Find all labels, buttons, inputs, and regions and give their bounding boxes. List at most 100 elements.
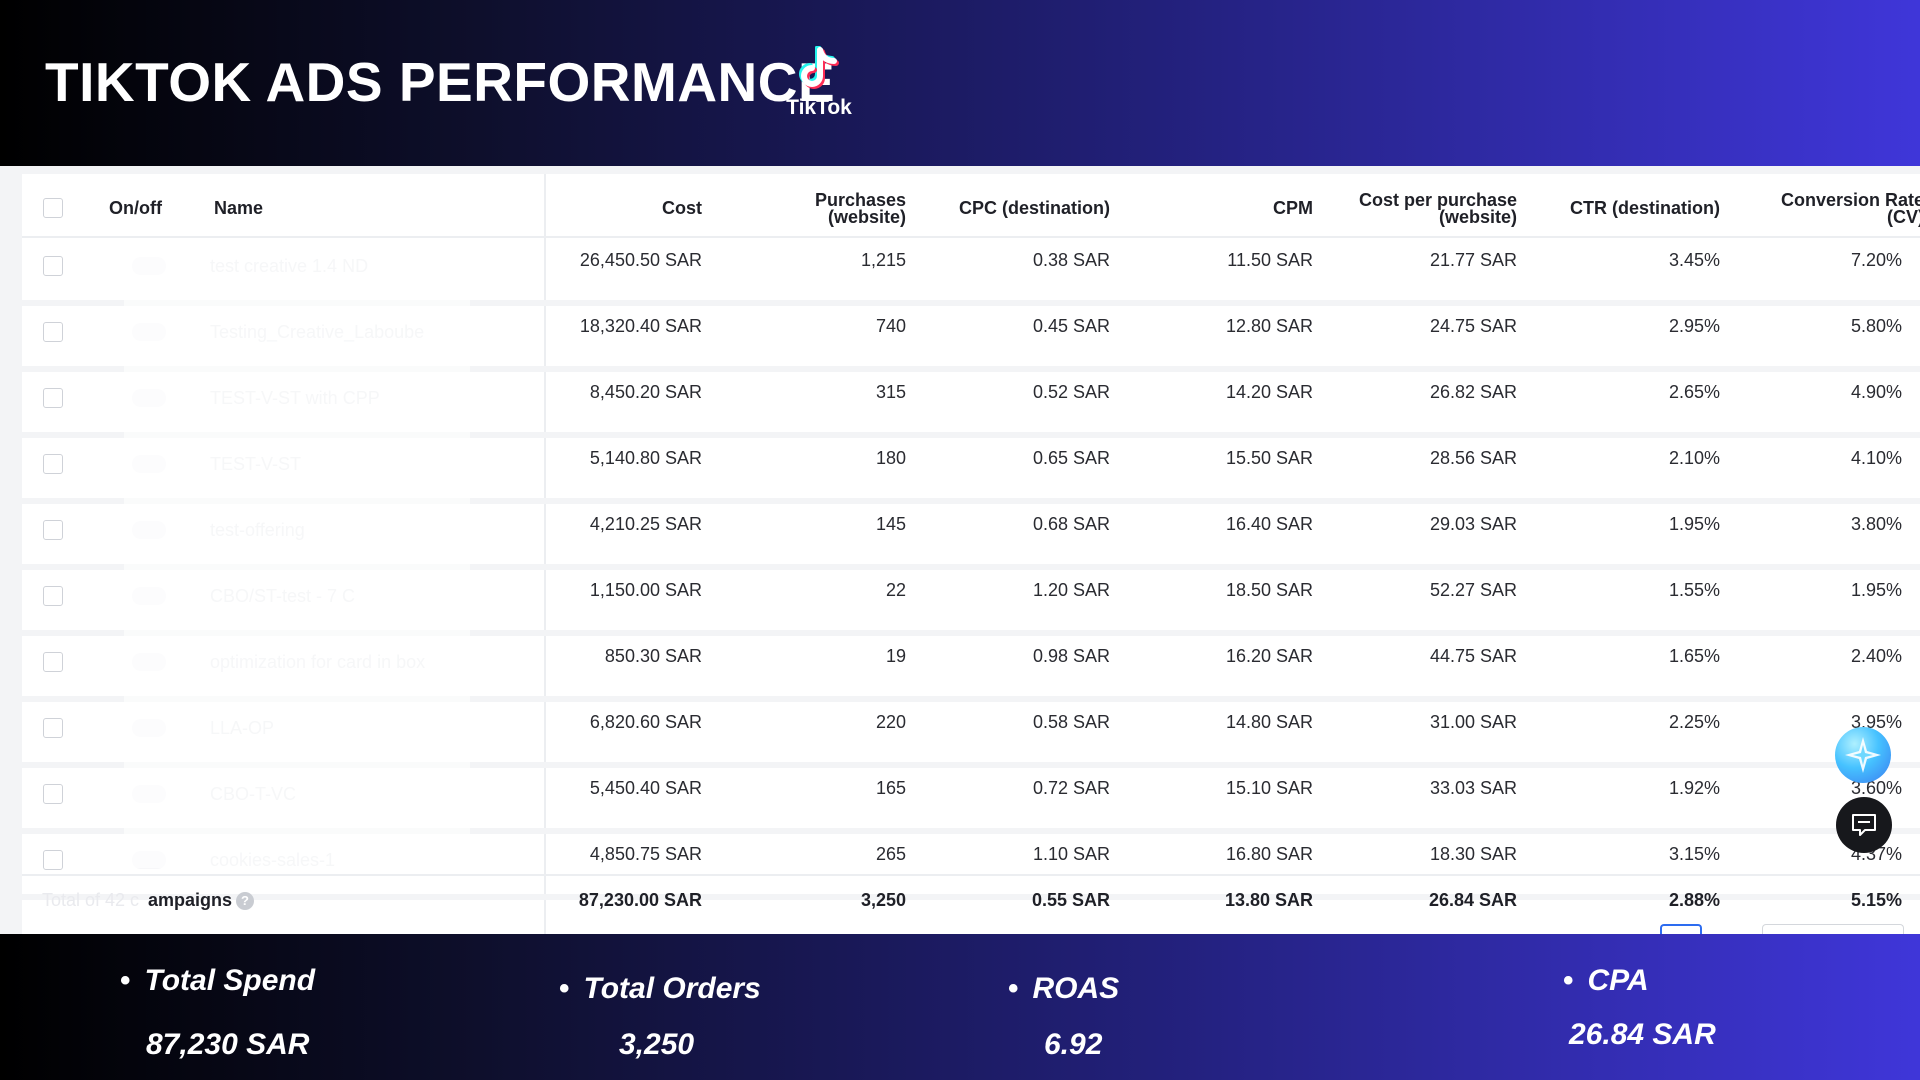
row-ctr: 1.65% [1668,646,1720,666]
row-cpp: 18.30 SAR [1429,844,1517,864]
row-cost: 18,320.40 SAR [579,316,702,336]
col-header-purchases[interactable]: Purchases (website) [814,190,906,227]
row-divider [22,498,1920,504]
row-divider [22,366,1920,372]
pagination-current-page[interactable] [1660,924,1702,936]
row-checkbox[interactable] [43,586,63,606]
row-ctr: 2.65% [1668,382,1720,402]
assistant-button[interactable] [1835,727,1891,783]
header-divider [22,236,1920,238]
select-all-checkbox[interactable] [43,198,63,218]
kpi-total-spend-value: 87,230 SAR [146,1028,310,1061]
row-ctr: 1.95% [1668,514,1720,534]
col-header-name[interactable]: Name [214,198,264,218]
row-cpm: 12.80 SAR [1225,316,1313,336]
campaign-table-area: On/off Name Cost Purchases (website) CPC… [0,166,1920,934]
row-cpp: 29.03 SAR [1429,514,1517,534]
total-cpp: 26.84 SAR [1428,890,1517,910]
row-purchases: 265 [875,844,906,864]
row-checkbox[interactable] [43,850,63,870]
row-purchases: 180 [875,448,906,468]
row-cost: 5,140.80 SAR [589,448,702,468]
col-header-cvr-line1: Conversion Rate [1780,190,1920,210]
row-cvr: 4.10% [1850,448,1902,468]
row-ctr: 2.10% [1668,448,1720,468]
row-cpm: 15.50 SAR [1225,448,1313,468]
kpi-total-spend-label: Total Spend [120,964,316,998]
row-checkbox[interactable] [43,784,63,804]
row-purchases: 1,215 [860,250,906,270]
row-cvr: 5.80% [1850,316,1902,336]
page-title: TIKTOK ADS PERFORMANCE [45,51,836,113]
total-prefix: Total of 42 c [42,890,140,910]
col-header-onoff[interactable]: On/off [109,198,162,218]
row-checkbox[interactable] [43,322,63,342]
total-cvr: 5.15% [1850,890,1902,910]
row-cpc: 0.58 SAR [1032,712,1110,732]
tiktok-note-icon [799,46,839,89]
row-checkbox[interactable] [43,652,63,672]
col-header-purchases-line2: (website) [827,207,906,227]
page-size-select[interactable] [1762,924,1904,935]
frozen-column-divider [544,174,546,934]
total-ctr: 2.88% [1668,890,1720,910]
row-checkbox[interactable] [43,718,63,738]
row-ctr: 3.15% [1668,844,1720,864]
kpi-cpa-label: CPA [1563,964,1649,998]
sparkle-star-icon [1845,737,1881,773]
row-divider [22,564,1920,570]
row-checkbox[interactable] [43,454,63,474]
col-header-cpm[interactable]: CPM [1273,198,1313,218]
kpi-total-orders-value: 3,250 [619,1028,695,1061]
chat-button[interactable] [1836,797,1892,853]
col-header-purchases-line1: Purchases [814,190,906,210]
total-cpc: 0.55 SAR [1031,890,1110,910]
row-ctr: 1.92% [1668,778,1720,798]
help-icon[interactable]: ? [236,892,254,910]
col-header-cost[interactable]: Cost [662,198,702,218]
row-cvr: 7.20% [1850,250,1902,270]
tiktok-logo-text: TikTok [786,96,852,119]
row-cpm: 16.40 SAR [1225,514,1313,534]
row-checkbox[interactable] [43,388,63,408]
row-cvr: 3.60% [1850,778,1902,798]
kpi-footer: Total Spend 87,230 SAR Total Orders 3,25… [0,934,1920,1080]
row-cost: 850.30 SAR [604,646,702,666]
row-purchases: 740 [875,316,906,336]
row-cpm: 14.80 SAR [1225,712,1313,732]
row-cpp: 31.00 SAR [1429,712,1517,732]
row-cost: 4,210.25 SAR [589,514,702,534]
campaign-table: On/off Name Cost Purchases (website) CPC… [22,174,1920,934]
row-cpc: 0.38 SAR [1032,250,1110,270]
col-header-ctr[interactable]: CTR (destination) [1570,198,1720,218]
row-cvr: 3.80% [1850,514,1902,534]
col-header-cpp[interactable]: Cost per purchase (website) [1358,190,1517,226]
row-cpp: 26.82 SAR [1429,382,1517,402]
row-purchases: 145 [875,514,906,534]
row-checkbox[interactable] [43,256,63,276]
row-checkbox[interactable] [43,520,63,540]
total-purchases: 3,250 [860,890,906,910]
row-divider [22,762,1920,768]
row-purchases: 165 [875,778,906,798]
row-purchases: 315 [875,382,906,402]
row-cpc: 0.72 SAR [1032,778,1110,798]
row-purchases: 220 [875,712,906,732]
col-header-cvr[interactable]: Conversion Rate (CV) [1780,190,1920,226]
row-cpm: 16.20 SAR [1225,646,1313,666]
row-cpc: 0.52 SAR [1032,382,1110,402]
row-cpc: 0.45 SAR [1032,316,1110,336]
name-column-mask [124,250,470,868]
row-cvr: 2.40% [1850,646,1902,666]
row-cpm: 14.20 SAR [1225,382,1313,402]
col-header-cpc[interactable]: CPC (destination) [959,198,1110,218]
row-cpm: 16.80 SAR [1225,844,1313,864]
col-header-cpp-line1: Cost per purchase [1358,190,1517,210]
row-cpm: 18.50 SAR [1225,580,1313,600]
row-cpp: 28.56 SAR [1429,448,1517,468]
row-cpm: 15.10 SAR [1225,778,1313,798]
kpi-roas-label: ROAS [1008,972,1120,1006]
row-cpc: 0.98 SAR [1032,646,1110,666]
